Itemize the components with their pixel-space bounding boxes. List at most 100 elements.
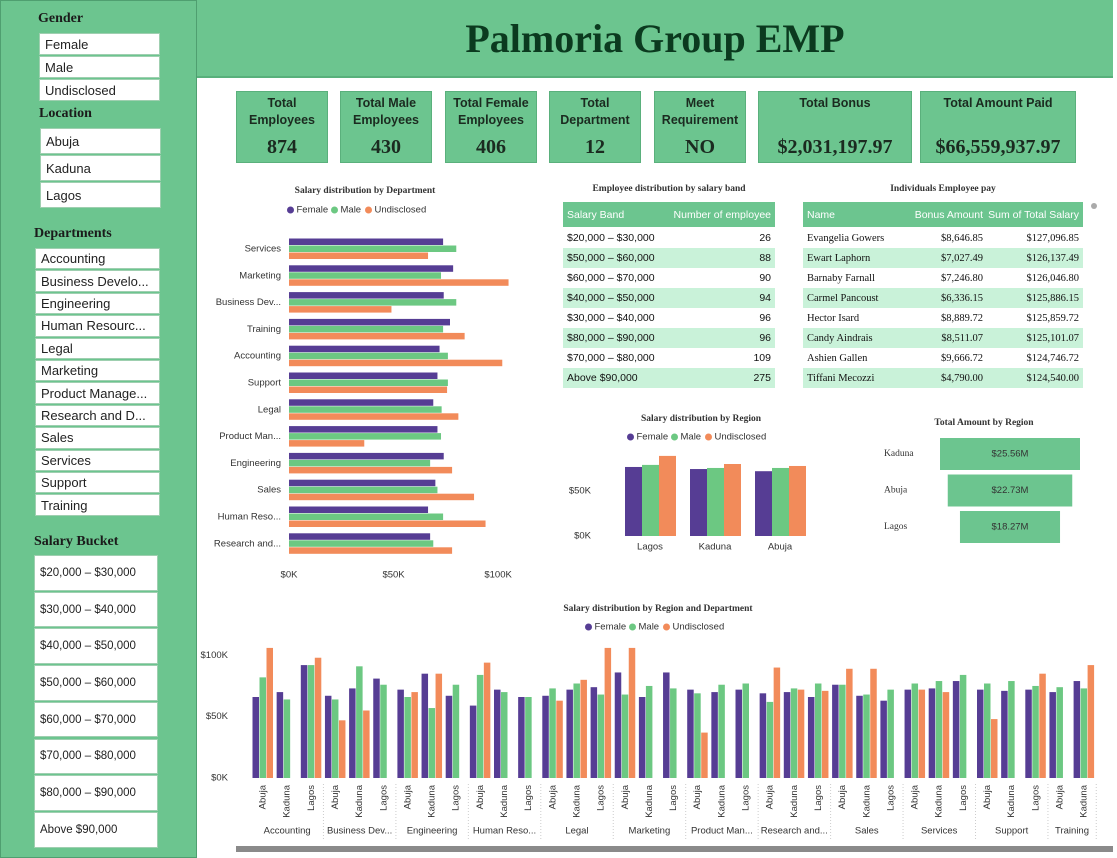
slicer-item[interactable]: $30,000 – $40,000 bbox=[34, 591, 158, 628]
column-header[interactable]: Number of employee bbox=[673, 208, 771, 221]
table-cell: $80,000 – $90,000 bbox=[567, 332, 655, 344]
bar bbox=[690, 469, 707, 536]
table-cell: Carmel Pancoust bbox=[807, 292, 879, 304]
bar bbox=[991, 719, 998, 778]
data-label: $25.56M bbox=[992, 449, 1029, 460]
y-tick-label: Support bbox=[248, 378, 282, 389]
x-tick-label: Kaduna bbox=[861, 784, 872, 817]
kpi-card bbox=[758, 91, 912, 163]
bar bbox=[832, 684, 839, 778]
scrollbar[interactable] bbox=[236, 846, 1113, 852]
x-tick-label: Kaduna bbox=[571, 784, 582, 817]
slicer-item[interactable]: Female bbox=[39, 33, 160, 55]
slicer-item[interactable]: Business Develo... bbox=[35, 270, 160, 292]
legend-marker bbox=[705, 433, 712, 441]
table-cell: 275 bbox=[753, 372, 771, 384]
bar bbox=[625, 466, 642, 536]
y-tick-label: $0K bbox=[574, 531, 592, 542]
bar bbox=[1080, 688, 1088, 778]
slicer-item[interactable]: Engineering bbox=[35, 292, 160, 315]
bar bbox=[289, 433, 442, 440]
slicer-item[interactable]: Human Resourc... bbox=[35, 315, 160, 337]
legend-marker bbox=[331, 206, 338, 214]
bar bbox=[289, 318, 450, 326]
slicer-item[interactable]: $70,000 – $80,000 bbox=[34, 738, 158, 775]
scroll-indicator[interactable] bbox=[1091, 203, 1097, 209]
bar bbox=[856, 695, 863, 778]
bar bbox=[525, 697, 532, 778]
column-header[interactable]: Salary Band bbox=[567, 208, 625, 221]
slicer-item[interactable]: $20,000 – $30,000 bbox=[34, 555, 158, 591]
table-title: Employee distribution by salary band bbox=[592, 184, 746, 194]
table-cell: 96 bbox=[759, 312, 771, 324]
bar bbox=[707, 467, 724, 536]
slicer-item[interactable]: Kaduna bbox=[40, 155, 161, 181]
table-cell: Barnaby Farnall bbox=[807, 272, 875, 284]
table-cell: $30,000 – $40,000 bbox=[567, 312, 655, 324]
table-cell: Ashien Gallen bbox=[807, 352, 868, 364]
x-tick-label: Abuja bbox=[837, 784, 848, 809]
slicer-item[interactable]: Lagos bbox=[40, 182, 161, 208]
table-cell: $70,000 – $80,000 bbox=[567, 352, 655, 364]
bar bbox=[289, 520, 486, 527]
column-header[interactable]: Name bbox=[807, 208, 836, 221]
bar bbox=[289, 292, 444, 299]
slicer-item[interactable]: Research and D... bbox=[35, 404, 160, 427]
slicer-item[interactable]: Above $90,000 bbox=[34, 811, 158, 848]
slicer-item[interactable]: Abuja bbox=[40, 128, 161, 154]
kpi-label: Total Female Employees bbox=[453, 96, 529, 127]
slicer-item[interactable]: Undisclosed bbox=[39, 79, 160, 101]
bar bbox=[289, 272, 442, 279]
bar bbox=[380, 684, 387, 778]
bar bbox=[694, 693, 701, 778]
bar bbox=[1001, 690, 1008, 778]
table-row bbox=[563, 248, 775, 268]
bar bbox=[863, 694, 870, 778]
slicer-item[interactable]: Male bbox=[39, 56, 160, 78]
bar bbox=[289, 540, 434, 547]
slicer-title: Gender bbox=[38, 11, 84, 26]
slicer-item[interactable]: Training bbox=[35, 494, 160, 516]
slicer-item[interactable]: $50,000 – $60,000 bbox=[34, 665, 158, 701]
bar bbox=[573, 683, 580, 778]
slicer-item[interactable]: Accounting bbox=[35, 248, 160, 270]
kpi-label: Total Employees bbox=[248, 96, 315, 127]
group-label: Legal bbox=[565, 826, 588, 837]
slicer-item[interactable]: Marketing bbox=[35, 360, 160, 382]
bar bbox=[363, 710, 370, 778]
slicer-item[interactable]: $80,000 – $90,000 bbox=[34, 775, 158, 811]
bar bbox=[501, 692, 508, 778]
slicer-item[interactable]: $60,000 – $70,000 bbox=[34, 701, 158, 738]
x-tick-label: Kaduna bbox=[354, 784, 365, 817]
bar bbox=[289, 359, 503, 367]
y-tick-label: $50K bbox=[206, 711, 229, 722]
funnel-bar bbox=[940, 438, 1080, 470]
column-header[interactable]: Sum of Total Salary bbox=[988, 208, 1079, 221]
bar bbox=[1073, 681, 1081, 778]
slicer-item[interactable]: Product Manage... bbox=[35, 382, 160, 404]
y-tick-label: $50K bbox=[569, 486, 592, 497]
column-header[interactable]: Bonus Amount bbox=[914, 208, 983, 221]
bar bbox=[718, 684, 725, 778]
bar bbox=[628, 647, 636, 778]
data-label: $22.73M bbox=[992, 485, 1029, 496]
kpi-card bbox=[236, 91, 328, 163]
slicer-item[interactable]: $40,000 – $50,000 bbox=[34, 628, 158, 665]
legend-marker bbox=[671, 433, 678, 441]
bar bbox=[289, 379, 448, 386]
bar bbox=[289, 399, 434, 406]
bar bbox=[469, 705, 477, 778]
category-label: Lagos bbox=[884, 522, 908, 532]
slicer-item[interactable]: Legal bbox=[35, 337, 160, 359]
slicer-item[interactable]: Sales bbox=[35, 427, 160, 449]
x-tick-label: Kaduna bbox=[699, 542, 732, 553]
bar bbox=[735, 689, 742, 778]
slicer-item[interactable]: Support bbox=[35, 472, 160, 494]
x-tick-label: Lagos bbox=[741, 785, 752, 811]
legend-label: Male bbox=[681, 432, 702, 443]
slicer-item[interactable]: Services bbox=[35, 449, 160, 471]
legend-marker bbox=[585, 623, 592, 631]
bar bbox=[642, 464, 659, 536]
kpi-label: Meet Requirement bbox=[661, 96, 739, 127]
table-row bbox=[563, 228, 775, 248]
